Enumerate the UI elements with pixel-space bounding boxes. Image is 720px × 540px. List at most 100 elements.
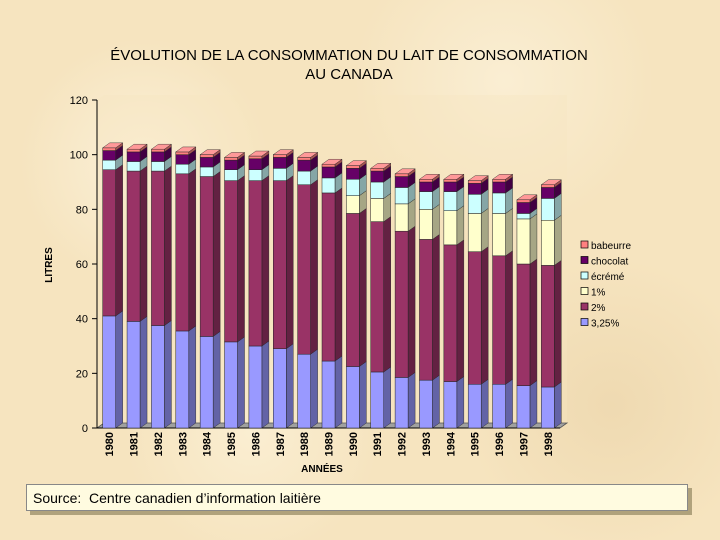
- bar-stack-1981: [126, 143, 148, 429]
- bar-segment: [346, 165, 360, 169]
- bar-segment: [419, 239, 433, 381]
- bar-segment: [175, 151, 190, 155]
- bar-segment: [273, 180, 287, 349]
- bar-segment-side: [529, 213, 538, 265]
- y-tick-label: 40: [76, 314, 88, 326]
- x-tick-label: 1980: [104, 432, 116, 456]
- bar-segment: [467, 180, 482, 184]
- bar-segment: [224, 157, 238, 161]
- bar-stack-1988: [297, 152, 319, 429]
- bar-segment: [297, 170, 311, 185]
- x-tick-label: 1995: [470, 432, 482, 456]
- bar-segment-side: [456, 376, 465, 429]
- bar-segment-side: [261, 175, 270, 347]
- chart-title-line1: ÉVOLUTION DE LA CONSOMMATION DU LAIT DE …: [110, 47, 588, 64]
- bar-stack-1989: [321, 158, 343, 429]
- bar-segment: [443, 179, 458, 183]
- bar-segment: [126, 321, 141, 429]
- bar-segment-side: [554, 259, 562, 388]
- bar-segment: [346, 195, 360, 214]
- x-tick-label: 1993: [421, 432, 433, 456]
- bar-segment-side: [139, 165, 148, 322]
- bar-segment: [516, 202, 531, 214]
- bars: [102, 142, 562, 429]
- bar-segment: [394, 203, 409, 232]
- bar-segment: [199, 176, 214, 337]
- bar-segment: [370, 221, 384, 373]
- bar-segment: [394, 230, 409, 378]
- bar-segment-side: [529, 258, 538, 387]
- bar-segment: [248, 345, 263, 429]
- y-tick-label: 60: [76, 259, 88, 271]
- bar-segment: [248, 155, 263, 160]
- bar-stack-1987: [272, 149, 294, 429]
- legend-swatch: [580, 318, 589, 326]
- bar-segment: [199, 154, 214, 158]
- bar-stack-1980: [102, 142, 124, 429]
- bar-segment-side: [359, 208, 367, 367]
- bar-segment-top: [248, 150, 270, 157]
- bar-segment: [346, 366, 360, 429]
- bar-segment: [248, 180, 263, 347]
- bar-stack-1993: [418, 173, 441, 429]
- bar-segment: [273, 154, 287, 158]
- x-tick-label: 1990: [348, 432, 360, 456]
- x-tick-label: 1985: [226, 432, 238, 456]
- bar-segment-top: [199, 149, 221, 155]
- bar-segment: [370, 168, 384, 172]
- bar-segment-top: [150, 143, 173, 150]
- legend-label: 2%: [591, 303, 606, 314]
- bar-segment: [175, 330, 190, 429]
- y-tick-label: 0: [82, 423, 88, 435]
- bar-segment-side: [554, 214, 562, 266]
- legend-swatch: [580, 256, 589, 264]
- x-tick-label: 1997: [518, 432, 530, 456]
- bar-segment-side: [383, 366, 391, 429]
- bar-segment-side: [237, 336, 245, 429]
- bar-segment-side: [139, 316, 148, 429]
- bar-stack-1992: [394, 168, 416, 429]
- bar-segment-top: [443, 174, 465, 180]
- bar-segment: [492, 384, 506, 429]
- bar-segment: [199, 157, 214, 168]
- bar-segment: [273, 168, 287, 181]
- bar-segment: [492, 179, 506, 183]
- bar-segment-top: [297, 152, 319, 158]
- bar-segment-side: [212, 171, 221, 337]
- bar-segment-top: [467, 175, 489, 181]
- bar-segment-top: [102, 142, 124, 149]
- bar-segment: [443, 210, 458, 246]
- y-tick-label: 20: [76, 368, 88, 380]
- bar-segment: [321, 166, 336, 179]
- bar-segment-side: [286, 175, 294, 350]
- bar-segment: [175, 154, 190, 165]
- bar-segment: [199, 166, 214, 177]
- y-tick-label: 80: [76, 204, 88, 216]
- bar-segment-side: [432, 374, 440, 429]
- bar-segment: [467, 384, 482, 429]
- bar-stack-1998: [540, 179, 562, 429]
- bar-segment: [224, 341, 238, 429]
- x-tick-label: 1982: [153, 432, 165, 456]
- bar-segment-side: [407, 198, 416, 232]
- legend: babeurre chocolat écrémé 1% 2% 3,25%: [580, 240, 631, 330]
- bar-segment: [273, 157, 287, 169]
- bar-segment: [541, 184, 555, 188]
- legend-label: écrémé: [591, 272, 625, 283]
- bar-segment: [346, 213, 360, 367]
- bar-segment: [516, 263, 531, 386]
- bar-segment-top: [175, 146, 197, 153]
- legend-swatch: [580, 240, 589, 249]
- bar-segment: [492, 181, 506, 194]
- bar-segment-side: [407, 225, 416, 378]
- bar-segment: [419, 179, 433, 183]
- x-tick-label: 1992: [397, 432, 409, 456]
- bar-segment: [370, 181, 384, 199]
- y-axis-label: LITRES: [44, 247, 55, 283]
- bar-segment: [541, 220, 555, 266]
- bar-segment-side: [529, 380, 538, 429]
- x-tick-label: 1988: [299, 432, 311, 456]
- bar-segment-side: [505, 378, 513, 429]
- bar-segment: [321, 163, 336, 168]
